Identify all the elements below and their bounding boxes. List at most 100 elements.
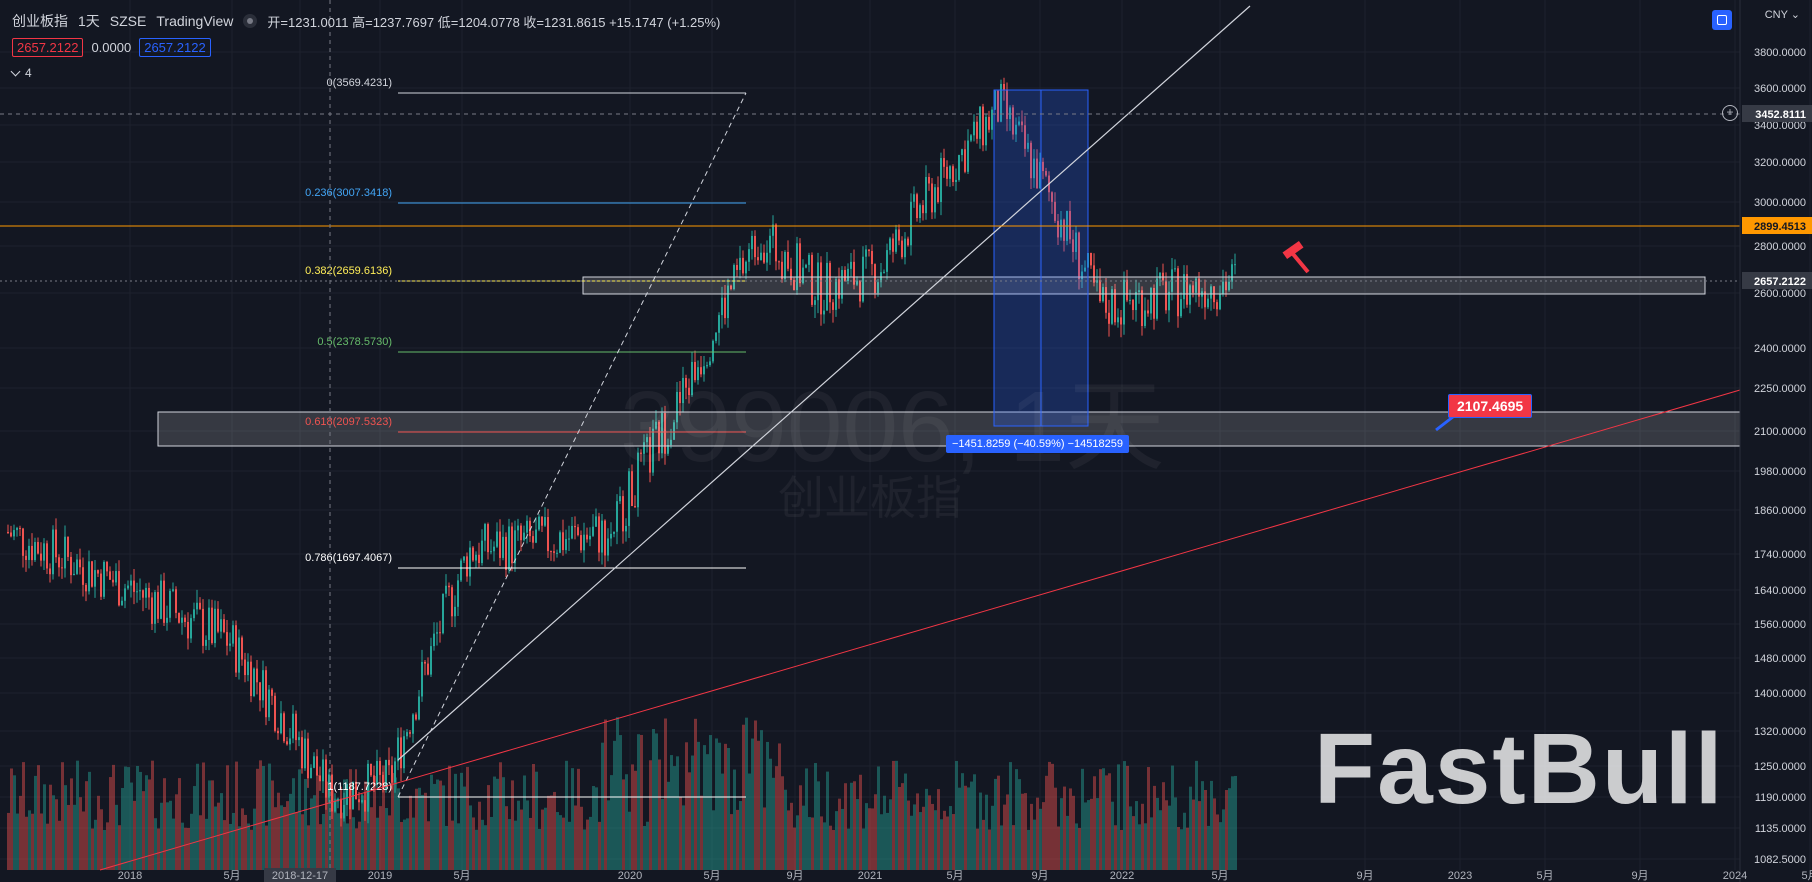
volume-bar xyxy=(1141,803,1144,870)
volume-bar xyxy=(382,765,385,870)
candle xyxy=(1000,83,1002,122)
volume-bar xyxy=(163,778,166,870)
candle xyxy=(772,224,774,236)
candle xyxy=(937,187,939,203)
volume-bar xyxy=(1006,794,1009,870)
add-alert-icon[interactable]: + xyxy=(1722,105,1738,121)
candle xyxy=(364,800,366,812)
chart-settings-button[interactable] xyxy=(1712,10,1732,30)
price-axis-label: 1135.0000 xyxy=(1755,823,1806,835)
candle xyxy=(244,659,246,676)
volume-bar xyxy=(718,742,721,870)
candle xyxy=(478,554,480,564)
volume-bar xyxy=(211,780,214,870)
candle xyxy=(382,774,384,789)
candle xyxy=(556,552,558,554)
candle xyxy=(766,252,768,263)
volume-bar xyxy=(835,811,838,870)
candle xyxy=(88,561,90,592)
currency-selector[interactable]: CNY ⌄ xyxy=(1765,8,1800,21)
candle xyxy=(310,767,312,779)
volume-bar xyxy=(319,824,322,870)
volume-bar xyxy=(250,829,253,870)
candle xyxy=(184,617,186,622)
volume-bar xyxy=(841,808,844,870)
candle xyxy=(145,587,147,598)
volume-bar xyxy=(604,719,607,870)
volume-bar xyxy=(316,774,319,870)
candle xyxy=(100,573,102,597)
volume-bar xyxy=(670,755,673,870)
indicators-toggle[interactable]: 4 xyxy=(10,66,32,80)
candle xyxy=(43,543,45,561)
interval-label[interactable]: 1天 xyxy=(78,13,100,29)
price-axis-label: 1980.0000 xyxy=(1754,466,1806,478)
candle xyxy=(28,545,30,560)
candle xyxy=(1177,268,1179,317)
candle xyxy=(25,555,27,560)
candle xyxy=(370,763,372,776)
candle xyxy=(1165,280,1167,311)
candle xyxy=(778,261,780,263)
candle xyxy=(901,240,903,258)
candle xyxy=(940,158,942,203)
volume-bar xyxy=(82,811,85,870)
volume-bar xyxy=(727,747,730,870)
volume-bar xyxy=(913,804,916,870)
candle xyxy=(796,243,798,291)
candle xyxy=(667,445,669,454)
volume-bar xyxy=(1117,764,1120,870)
candle xyxy=(196,602,198,610)
candle xyxy=(958,155,960,180)
volume-bar xyxy=(889,799,892,870)
candle xyxy=(79,559,81,568)
candle xyxy=(1021,121,1023,126)
measure-label[interactable]: −1451.8259 (−40.59%) −14518259 xyxy=(946,435,1129,453)
trend-line-white xyxy=(397,5,1251,761)
volume-bar xyxy=(862,828,865,870)
candle xyxy=(163,580,165,623)
volume-bar xyxy=(178,778,181,870)
volume-bar xyxy=(232,812,235,870)
volume-bar xyxy=(517,800,520,870)
volume-bar xyxy=(91,828,94,870)
fib-label: 0.786(1697.4067) xyxy=(305,552,392,564)
candle xyxy=(913,194,915,202)
price-callout[interactable]: 2107.4695 xyxy=(1448,394,1533,418)
candle xyxy=(943,158,945,167)
indicator-value-blue: 2657.2122 xyxy=(139,38,211,57)
candle xyxy=(1195,278,1197,293)
candle xyxy=(1129,299,1131,301)
volume-bar xyxy=(811,817,814,870)
volume-bar xyxy=(757,740,760,870)
candle xyxy=(898,229,900,241)
candle xyxy=(661,413,663,454)
candle xyxy=(1198,278,1200,297)
volume-bar xyxy=(829,825,832,870)
candle xyxy=(391,765,393,783)
candle xyxy=(274,695,276,731)
volume-bar xyxy=(349,769,352,870)
candle xyxy=(1114,289,1116,323)
market-status-icon[interactable] xyxy=(243,14,258,28)
candle xyxy=(403,736,405,769)
candle xyxy=(121,600,123,606)
candle xyxy=(514,530,516,564)
time-axis-label: 5月 xyxy=(453,870,470,882)
symbol-name[interactable]: 创业板指 xyxy=(12,13,68,29)
volume-bar xyxy=(745,717,748,870)
price-axis-label: 1860.0000 xyxy=(1754,505,1806,517)
volume-bar xyxy=(1147,767,1150,870)
volume-bar xyxy=(13,775,16,870)
volume-bar xyxy=(385,807,388,870)
candle xyxy=(655,421,657,429)
candle xyxy=(193,609,195,619)
volume-bar xyxy=(730,814,733,870)
candle xyxy=(1123,279,1125,325)
volume-bar xyxy=(1177,827,1180,870)
price-axis-label: 2600.0000 xyxy=(1754,288,1806,300)
volume-bar xyxy=(1084,802,1087,870)
last-price-tag-bg xyxy=(1742,272,1812,289)
volume-bar xyxy=(595,787,598,870)
